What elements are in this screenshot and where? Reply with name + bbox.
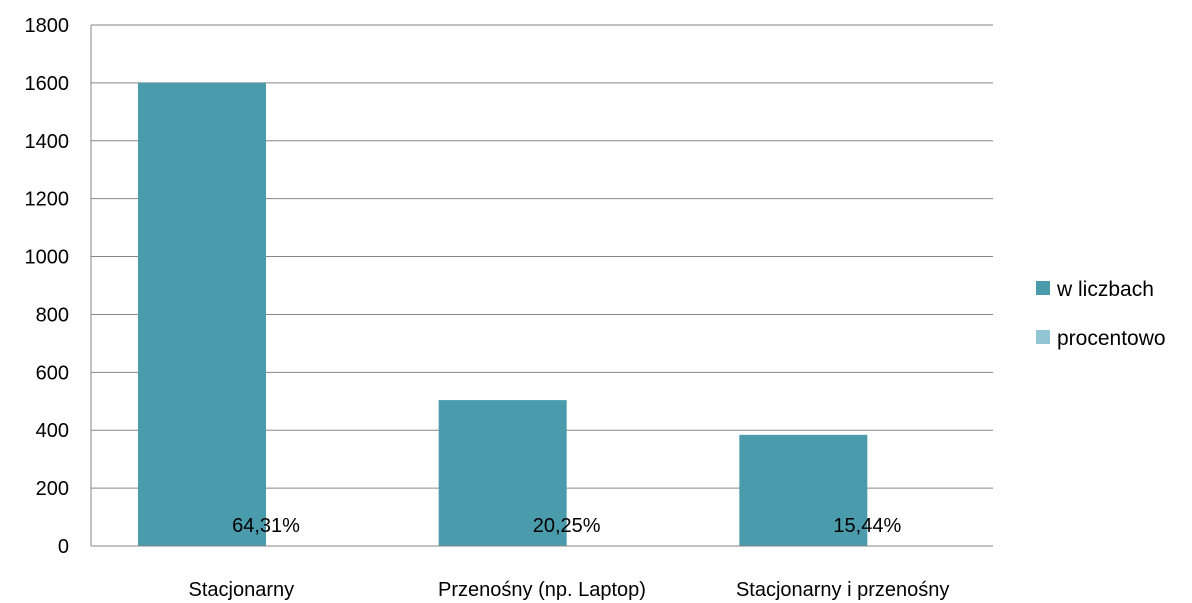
- y-tick-label-1200: 1200: [25, 189, 70, 211]
- legend: w liczbach procentowo: [1036, 278, 1166, 350]
- legend-item-w-liczbach: w liczbach: [1036, 278, 1154, 301]
- y-tick-label-0: 0: [58, 536, 69, 558]
- legend-swatch-procentowo: [1036, 330, 1050, 344]
- y-axis-tick-labels: 0 200 400 600 800 1000 1200 1400 1600 1800: [25, 15, 70, 558]
- y-tick-label-1000: 1000: [25, 247, 70, 269]
- y-tick-label-1400: 1400: [25, 131, 70, 153]
- x-category-label-1: Przenośny (np. Laptop): [438, 579, 646, 601]
- legend-item-procentowo: procentowo: [1036, 327, 1166, 350]
- data-label-procentowo-1: 20,25%: [533, 515, 601, 537]
- y-tick-label-800: 800: [36, 304, 69, 326]
- x-axis-category-labels: Stacjonarny Przenośny (np. Laptop) Stacjon…: [189, 579, 950, 601]
- bar-w-liczbach-1: [438, 400, 567, 546]
- bar-w-liczbach-2: [739, 434, 868, 546]
- legend-label-w-liczbach: w liczbach: [1056, 278, 1154, 301]
- data-labels: 64,31% 20,25% 15,44%: [232, 515, 901, 537]
- data-label-procentowo-0: 64,31%: [232, 515, 300, 537]
- bars: [138, 82, 996, 546]
- y-tick-label-200: 200: [36, 478, 69, 500]
- x-category-label-0: Stacjonarny: [189, 579, 295, 601]
- y-tick-label-1600: 1600: [25, 73, 70, 95]
- y-tick-label-1800: 1800: [25, 15, 70, 37]
- y-tick-label-600: 600: [36, 362, 69, 384]
- legend-swatch-w-liczbach: [1036, 281, 1050, 295]
- y-tick-label-400: 400: [36, 420, 69, 442]
- x-category-label-2: Stacjonarny i przenośny: [736, 579, 949, 601]
- bar-w-liczbach-0: [138, 82, 266, 546]
- legend-label-procentowo: procentowo: [1057, 327, 1166, 350]
- data-label-procentowo-2: 15,44%: [833, 515, 901, 537]
